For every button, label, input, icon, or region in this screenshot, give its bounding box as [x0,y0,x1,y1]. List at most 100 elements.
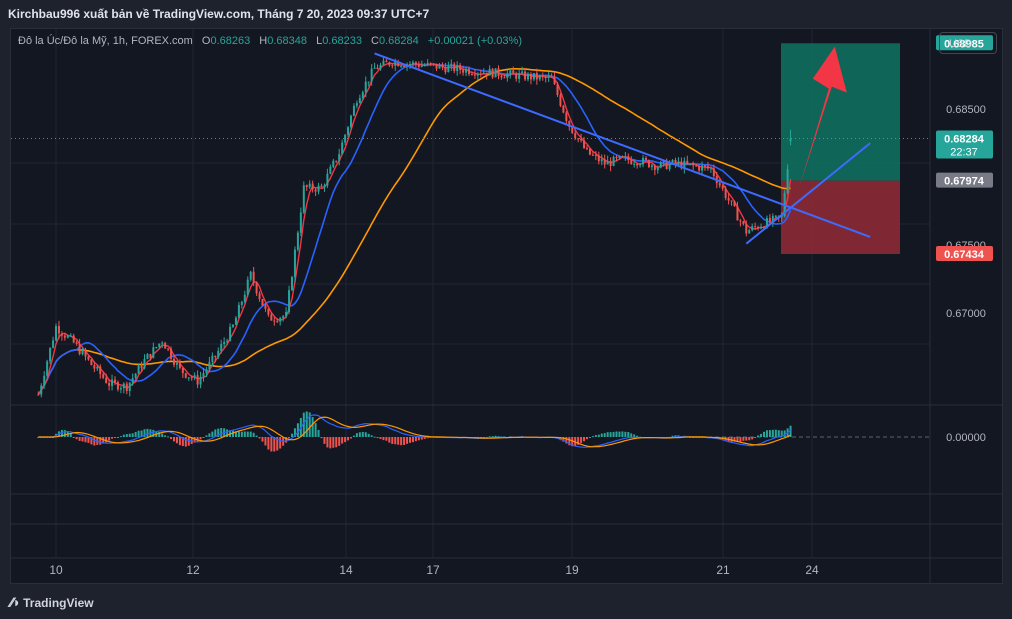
candle [420,60,423,68]
histogram-bar [355,433,358,437]
low-value: 0.68233 [322,35,362,47]
candle-body [314,189,317,192]
histogram-bar [736,437,739,442]
candle-body [494,68,497,78]
histogram-bar [615,431,618,437]
x-tick-label: 17 [426,563,440,577]
candle-body [774,215,777,217]
candle-body [524,71,527,80]
candle-body [538,75,541,80]
candle-body [465,68,468,73]
candle [323,183,326,192]
candle [571,126,574,134]
candle-body [642,157,645,165]
candle [296,230,299,252]
candle [426,59,429,67]
candle [588,148,591,156]
candle-body [606,160,609,165]
candle-body [733,201,736,207]
candle-body [656,167,659,171]
histogram-bar [627,432,630,437]
histogram-bar [243,431,246,437]
histogram-bar [763,431,765,437]
currency-button[interactable]: USD [939,32,997,54]
candle-body [196,375,199,385]
change-value: +0.00021 (+0.03%) [427,35,522,47]
histogram-bar [352,435,355,437]
candle [553,72,556,85]
histogram-bar [167,436,170,438]
symbol-name[interactable]: Đô la Úc/Đô la Mỹ, 1h, FOREX.com [18,35,193,47]
candle-body [134,373,137,379]
candle-body [647,160,650,168]
candle-body [527,73,529,80]
histogram-bar [63,430,66,437]
candle [600,154,603,166]
candle-body [577,138,580,140]
candle [226,338,229,345]
candle-body [246,279,249,295]
candle-body [255,282,258,294]
candle-body [385,60,388,63]
candle [81,347,84,356]
x-tick-label: 21 [716,563,730,577]
histogram-bar [594,435,597,437]
histogram-bar [308,412,311,437]
candle-body [745,223,748,234]
candle [367,81,370,87]
histogram-bar [184,437,187,447]
histogram-bar [636,435,639,437]
candle-body [234,317,237,325]
histogram-bar [633,434,636,437]
x-tick-label: 24 [805,563,819,577]
candle [636,162,639,169]
candle-body [69,335,72,337]
candle [344,134,347,146]
candle-body [99,366,102,375]
histogram-bar [99,437,102,445]
candle-body [358,98,361,104]
candle [279,316,282,326]
candle-body [116,382,119,390]
candle-body [435,63,438,69]
current-price-label-bg [936,130,993,159]
candle [556,81,559,98]
candle [131,373,134,386]
candle-body [763,226,765,228]
candle-body [140,365,143,369]
histogram-bar [414,437,417,442]
candle-body [52,340,55,348]
candle-body [125,383,128,392]
candle [771,213,774,228]
candle [143,354,146,370]
candle [355,100,358,109]
candle-body [645,157,647,161]
candle [441,62,444,71]
candle [465,67,468,77]
candle [288,285,291,315]
candle-body [72,335,75,343]
candle-body [323,185,326,187]
candle [704,164,706,171]
histogram-bar [332,437,335,448]
candle [78,338,81,356]
histogram-bar [344,437,347,443]
candle-body [137,365,140,374]
candle [332,158,335,169]
histogram-bar [220,428,223,437]
tradingview-footer: ⁄⁄◗ TradingView [10,594,94,610]
candle [547,72,550,83]
candle-body [447,65,450,73]
candle-body [568,120,571,127]
candle-body [296,232,299,250]
candle-body [491,68,494,78]
candle-body [441,64,444,68]
candle [364,76,367,97]
histogram-bar [226,429,229,437]
candle [155,346,158,349]
ma-mid-line [37,63,792,396]
candle-body [217,350,220,358]
histogram-bar [105,437,108,443]
candle-body [111,379,114,386]
